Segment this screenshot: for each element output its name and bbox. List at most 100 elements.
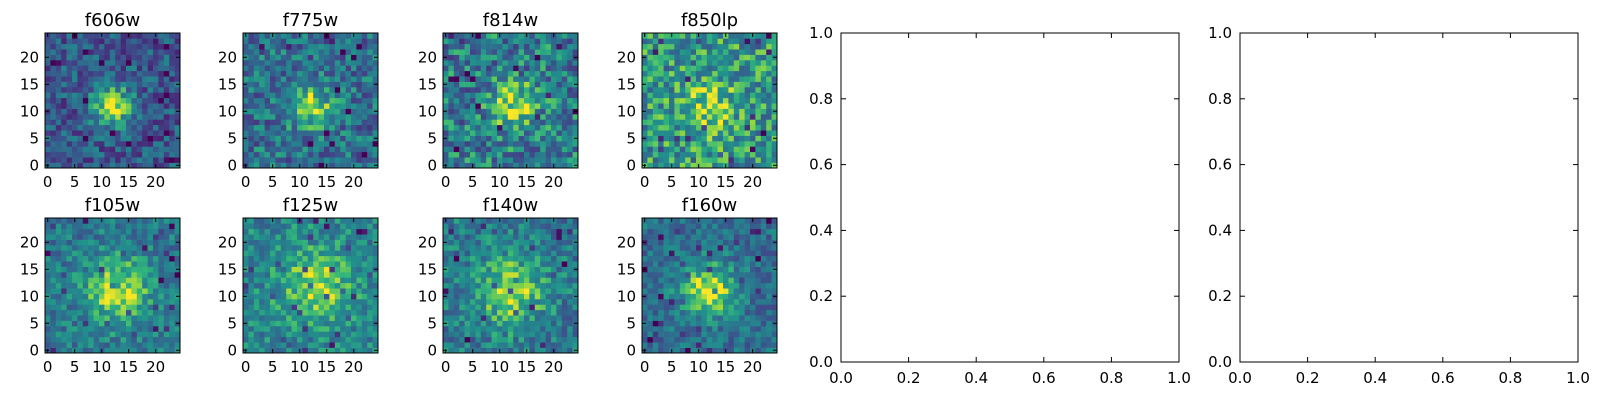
pixel-cell — [254, 250, 260, 256]
pixel-cell — [723, 87, 729, 93]
pixel-cell — [329, 98, 335, 104]
pixel-cell — [175, 146, 181, 152]
pixel-cell — [761, 277, 767, 283]
pixel-cell — [739, 146, 745, 152]
pixel-cell — [680, 321, 686, 327]
pixel-cell — [99, 65, 105, 71]
pixel-cell — [270, 240, 276, 246]
pixel-cell — [169, 223, 175, 229]
pixel-cell — [67, 82, 73, 88]
pixel-cell — [481, 125, 487, 131]
pixel-cell — [302, 141, 308, 147]
pixel-cell — [674, 136, 680, 142]
pixel-cell — [275, 256, 281, 262]
pixel-cell — [750, 304, 756, 310]
pixel-cell — [362, 240, 368, 246]
pixel-cell — [329, 256, 335, 262]
pixel-cell — [61, 71, 67, 77]
pixel-cell — [750, 87, 756, 93]
pixel-cell — [329, 304, 335, 310]
pixel-cell — [680, 76, 686, 82]
pixel-cell — [88, 223, 94, 229]
pixel-cell — [254, 348, 260, 354]
pixel-cell — [319, 38, 325, 44]
pixel-cell — [302, 304, 308, 310]
pixel-cell — [324, 87, 330, 93]
pixel-cell — [292, 125, 298, 131]
pixel-cell — [546, 38, 552, 44]
pixel-cell — [562, 60, 568, 66]
pixel-cell — [297, 92, 303, 98]
pixel-cell — [56, 163, 62, 169]
y-tick-label: 10 — [617, 102, 636, 120]
pixel-cell — [658, 321, 664, 327]
pixel-cell — [313, 277, 319, 283]
pixel-cell — [275, 234, 281, 240]
pixel-cell — [243, 304, 249, 310]
pixel-cell — [243, 44, 249, 50]
pixel-cell — [513, 49, 519, 55]
pixel-cell — [56, 218, 62, 224]
pixel-cell — [254, 261, 260, 267]
pixel-cell — [513, 229, 519, 235]
pixel-cell — [286, 310, 292, 316]
pixel-cell — [502, 342, 508, 348]
pixel-cell — [329, 125, 335, 131]
pixel-cell — [448, 152, 454, 158]
pixel-cell — [324, 267, 330, 273]
pixel-cell — [104, 92, 110, 98]
pixel-cell — [642, 315, 648, 321]
pixel-cell — [486, 304, 492, 310]
pixel-cell — [72, 38, 78, 44]
pixel-cell — [270, 141, 276, 147]
pixel-cell — [142, 267, 148, 273]
pixel-cell — [83, 82, 89, 88]
pixel-cell — [750, 114, 756, 120]
pixel-cell — [175, 38, 181, 44]
pixel-cell — [292, 223, 298, 229]
pixel-cell — [723, 92, 729, 98]
pixel-cell — [302, 315, 308, 321]
pixel-cell — [72, 294, 78, 300]
pixel-cell — [164, 119, 170, 125]
pixel-cell — [297, 141, 303, 147]
pixel-cell — [685, 130, 691, 136]
pixel-cell — [691, 326, 697, 332]
pixel-cell — [502, 288, 508, 294]
pixel-cell — [319, 163, 325, 169]
pixel-cell — [745, 76, 751, 82]
pixel-cell — [519, 71, 525, 77]
pixel-cell — [56, 261, 62, 267]
pixel-cell — [502, 337, 508, 343]
pixel-cell — [454, 65, 460, 71]
pixel-cell — [67, 146, 73, 152]
pixel-cell — [61, 310, 67, 316]
pixel-cell — [723, 321, 729, 327]
pixel-cell — [329, 119, 335, 125]
pixel-cell — [513, 33, 519, 39]
pixel-cell — [324, 245, 330, 251]
pixel-cell — [529, 240, 535, 246]
pixel-cell — [750, 76, 756, 82]
pixel-cell — [562, 256, 568, 262]
pixel-cell — [67, 114, 73, 120]
pixel-cell — [67, 55, 73, 61]
pixel-cell — [115, 152, 121, 158]
pixel-cell — [72, 87, 78, 93]
pixel-cell — [83, 272, 89, 278]
pixel-cell — [115, 250, 121, 256]
pixel-cell — [164, 299, 170, 305]
pixel-cell — [739, 125, 745, 131]
pixel-cell — [508, 109, 514, 115]
pixel-cell — [443, 223, 449, 229]
pixel-cell — [275, 283, 281, 289]
pixel-cell — [367, 152, 373, 158]
pixel-cell — [148, 272, 154, 278]
pixel-cell — [335, 299, 341, 305]
pixel-cell — [766, 33, 772, 39]
pixel-cell — [302, 261, 308, 267]
pixel-cell — [308, 245, 314, 251]
pixel-cell — [459, 348, 465, 354]
pixel-cell — [745, 163, 751, 169]
pixel-cell — [502, 130, 508, 136]
